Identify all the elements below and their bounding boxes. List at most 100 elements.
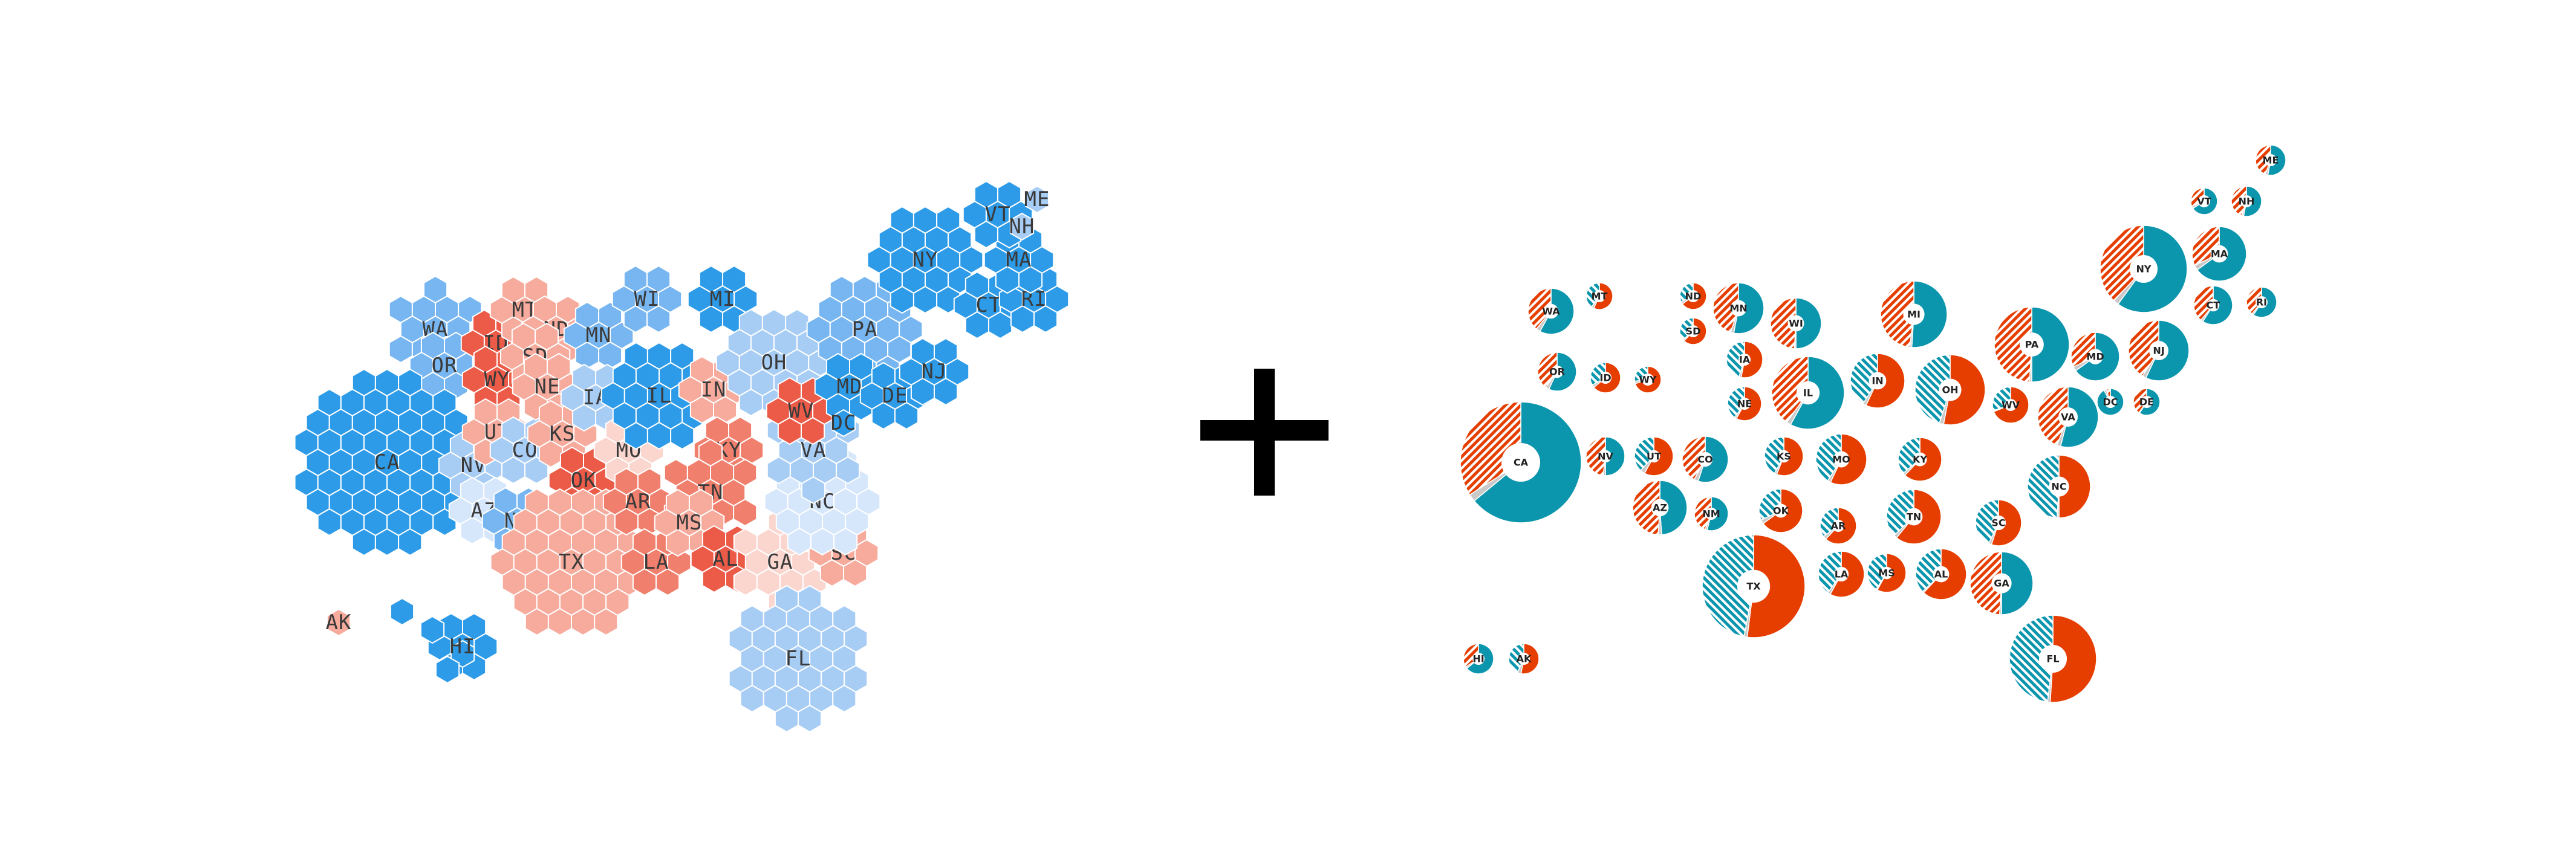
pie-state-mo: MO [1815,433,1867,485]
hex-cell [1024,185,1050,214]
hex-cartogram-map: WAORCANVAZIDMTWYUTCONMNDSDNEKSOKTXMNIAMO… [294,180,1070,733]
pie-center [1550,365,1564,378]
pie-slice-dem [2009,615,2054,703]
hex-cell [738,388,763,417]
pie-state-va: VA [2037,386,2099,448]
hex-cell [836,456,860,485]
pie-state-label: MI [1907,309,1921,320]
hex-cell [524,607,549,636]
pie-center [1905,508,1923,526]
hex-state-label: FL [785,647,812,671]
pie-center [1501,443,1540,482]
pie-slice-rep [1694,496,1712,531]
hex-state-label: AL [713,547,739,571]
pie-state-dc: DC [2096,388,2124,416]
hex-state-label: IN [701,378,727,402]
hex-cell [1033,305,1058,334]
pie-slice-dem [2243,186,2262,217]
pie-slice-dem [1914,354,1951,424]
hex-state-label: LA [643,550,669,574]
pie-state-label: GA [1994,578,2009,589]
pie-state-label: AK [1517,653,1532,665]
pie-center [1730,300,1747,317]
hex-cell [646,305,671,334]
pie-slice-rep [1943,354,1986,425]
hex-cell [774,704,799,733]
hex-state-label: DE [882,384,908,408]
hex-cell [740,684,764,713]
pie-slice-dem [1867,553,1887,590]
pie-state-label: KY [1913,454,1927,465]
pie-slice-dem [1815,433,1842,482]
hex-cell [766,456,791,485]
pie-center [1991,573,2012,594]
pie-slice-rep [2049,615,2097,703]
pie-slice-rep [2037,386,2069,446]
pie-state-sc: SC [1975,499,2022,546]
hex-cell [801,416,825,445]
pie-center [1651,499,1669,517]
pie-state-me: ME [2255,144,2286,176]
hex-cell [317,508,342,537]
hex-cell [670,421,695,450]
pie-center [2087,349,2103,364]
pie-slice-dem [1605,436,1625,476]
pie-state-az: AZ [1632,480,1688,535]
hex-state-label: VT [985,202,1011,227]
pie-state-wi: WI [1770,297,1822,349]
pie-center [2141,396,2153,408]
pie-center [1787,315,1804,332]
pie-state-label: DE [2139,396,2154,408]
pie-center [1796,381,1820,405]
hex-state-label: NE [535,375,561,399]
pie-state-label: NM [1702,508,1720,520]
pie-slice-dem [1820,507,1839,537]
pie-slice-dem [1733,282,1764,334]
hex-cell [733,498,758,527]
pie-state-label: AL [1934,569,1948,580]
pie-state-label: NV [1598,451,1613,462]
pie-slice-dem [2060,386,2099,448]
pie-state-label: OH [1942,384,1959,396]
hex-cell [890,285,914,314]
hex-state-mn: MN [563,301,634,370]
pie-slice-rep [2058,454,2091,519]
pie-slice-rep [2133,388,2147,413]
pie-state-label: ME [2263,155,2279,166]
pie-slice-dem [2027,454,2060,519]
pie-state-label: NY [2136,264,2152,275]
hex-state-label: MS [677,511,703,535]
hex-state-ak: AK [326,608,351,637]
hex-state-label: CA [374,450,400,474]
hex-state-label: ME [1024,187,1050,212]
pie-state-label: OK [1773,505,1789,517]
pie-slice-rep [1771,356,1809,423]
pie-state-mt: MT [1586,282,1613,310]
pie-state-tx: TX [1702,534,1806,638]
pie-slice-rep [1682,436,1706,480]
pie-center [1647,450,1660,463]
pie-state-la: LA [1818,551,1865,598]
pie-slice-rep [1537,352,1558,388]
pie-center [1599,372,1612,384]
pie-center [1518,653,1530,665]
hex-cell [524,456,549,485]
pie-slice-dem [1911,280,1948,348]
hex-cell [623,421,648,450]
pie-center [1833,451,1850,468]
pie-state-pa: PA [1994,306,2070,383]
hex-cell [598,341,623,370]
pie-state-ne: NE [1727,386,1762,421]
pie-state-hi: HI [1463,643,1494,674]
pie-center [1869,372,1887,390]
pie-slice-rep [2193,285,2214,321]
pie-state-ct: CT [2193,285,2233,325]
pie-slice-rep [1520,643,1540,674]
pie-state-label: RI [2256,297,2267,308]
hex-state-label: AR [625,490,651,514]
hex-cell [1009,212,1035,241]
pie-state-nj: NJ [2128,320,2190,381]
pie-center [2149,341,2168,360]
pie-center [1737,569,1771,603]
hex-state-label: MI [710,287,736,311]
